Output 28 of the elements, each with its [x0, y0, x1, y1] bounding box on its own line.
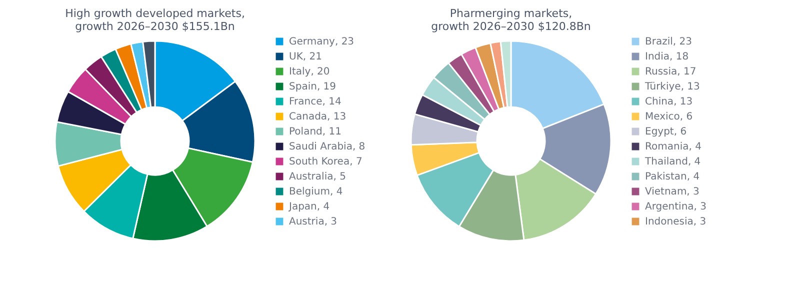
legend-label: Japan, 4: [288, 202, 330, 212]
legend-label: Indonesia, 3: [645, 216, 706, 228]
legend-label: Italy, 20: [289, 66, 330, 78]
legend-label: Germany, 23: [289, 36, 354, 48]
legend-label: Austria, 3: [289, 216, 338, 228]
legend-label: China, 13: [645, 96, 693, 108]
legend-label: Canada, 13: [289, 112, 346, 122]
legend-label: Poland, 11: [289, 126, 342, 138]
legend-label: Egypt, 6: [645, 126, 687, 138]
legend-label: Saudi Arabia, 8: [289, 142, 366, 152]
legend-label: Russia, 17: [645, 66, 696, 78]
legend-label: Romania, 4: [645, 142, 702, 152]
legend-label: South Korea, 7: [289, 156, 362, 168]
chart-title: Pharmerging markets, growth 2026–2030 $120.8Bn: [431, 7, 591, 33]
legend-label: Argentina, 3: [645, 202, 706, 212]
legend-label: Brazil, 23: [645, 36, 692, 48]
legend-label: France, 14: [289, 96, 342, 108]
chart-title: High growth developed markets, growth 2026–2030 $155.1Bn: [65, 7, 245, 33]
legend-label: Pakistan, 4: [645, 172, 700, 182]
legend-label: Vietnam, 3: [645, 186, 700, 198]
legend-label: Belgium, 4: [289, 186, 343, 198]
legend-label: India, 18: [645, 52, 689, 62]
legend-label: Mexico, 6: [645, 112, 693, 122]
legend-label: Australia, 5: [289, 172, 346, 182]
legend-label: Spain, 19: [289, 82, 336, 92]
legend-label: Thailand, 4: [644, 156, 701, 168]
legend-label: Türkiye, 13: [644, 82, 700, 92]
legend-label: UK, 21: [289, 52, 322, 62]
